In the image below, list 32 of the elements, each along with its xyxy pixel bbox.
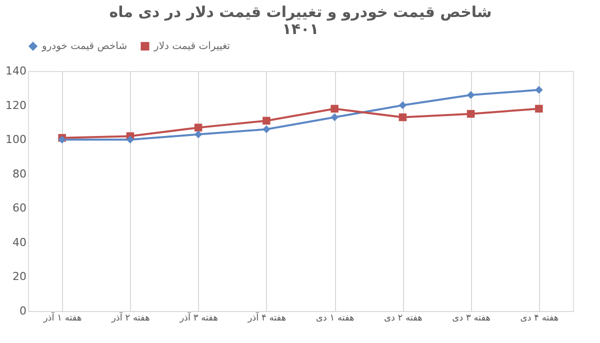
x-tick-label: هفته ۲ آذر <box>110 312 150 324</box>
point <box>262 125 270 134</box>
x-tick-label: هفته ۴ دی <box>520 314 559 324</box>
point <box>398 101 407 110</box>
x-tick-label: هفته ۴ آذر <box>246 312 286 324</box>
x-tick-label: هفته ۲ دی <box>384 314 423 324</box>
x-tick-label: هفته ۳ آذر <box>178 312 218 324</box>
point <box>466 91 475 99</box>
y-tick-label: 20 <box>12 270 26 284</box>
point <box>330 113 338 122</box>
point <box>194 124 202 132</box>
x-tick-label: هفته ۱ آذر <box>42 312 82 324</box>
y-tick-label: 100 <box>6 133 26 146</box>
chart-title: شاخص قیمت خودرو و تغییرات قیمت دلار در دی ماه ۱۴۰۱ <box>109 3 492 38</box>
point <box>126 136 134 144</box>
point <box>535 86 543 94</box>
y-tick-label: 40 <box>12 236 26 249</box>
y-tick-label: 60 <box>12 202 26 215</box>
point <box>535 104 543 113</box>
x-tick-label: هفته ۱ دی <box>316 314 355 324</box>
point <box>262 116 270 125</box>
y-tick-label: 140 <box>6 64 26 78</box>
point <box>194 130 202 138</box>
y-tick-label: 80 <box>12 167 26 180</box>
point <box>466 110 475 118</box>
x-tick-label: هفته ۳ دی <box>452 314 491 324</box>
legend-label: تغییرات قیمت دلار <box>153 41 230 52</box>
point <box>330 104 338 113</box>
y-tick-label: 120 <box>6 98 26 112</box>
y-tick-label: 0 <box>20 304 26 318</box>
point <box>398 113 407 122</box>
legend-label: شاخص قیمت خودرو <box>41 41 128 52</box>
